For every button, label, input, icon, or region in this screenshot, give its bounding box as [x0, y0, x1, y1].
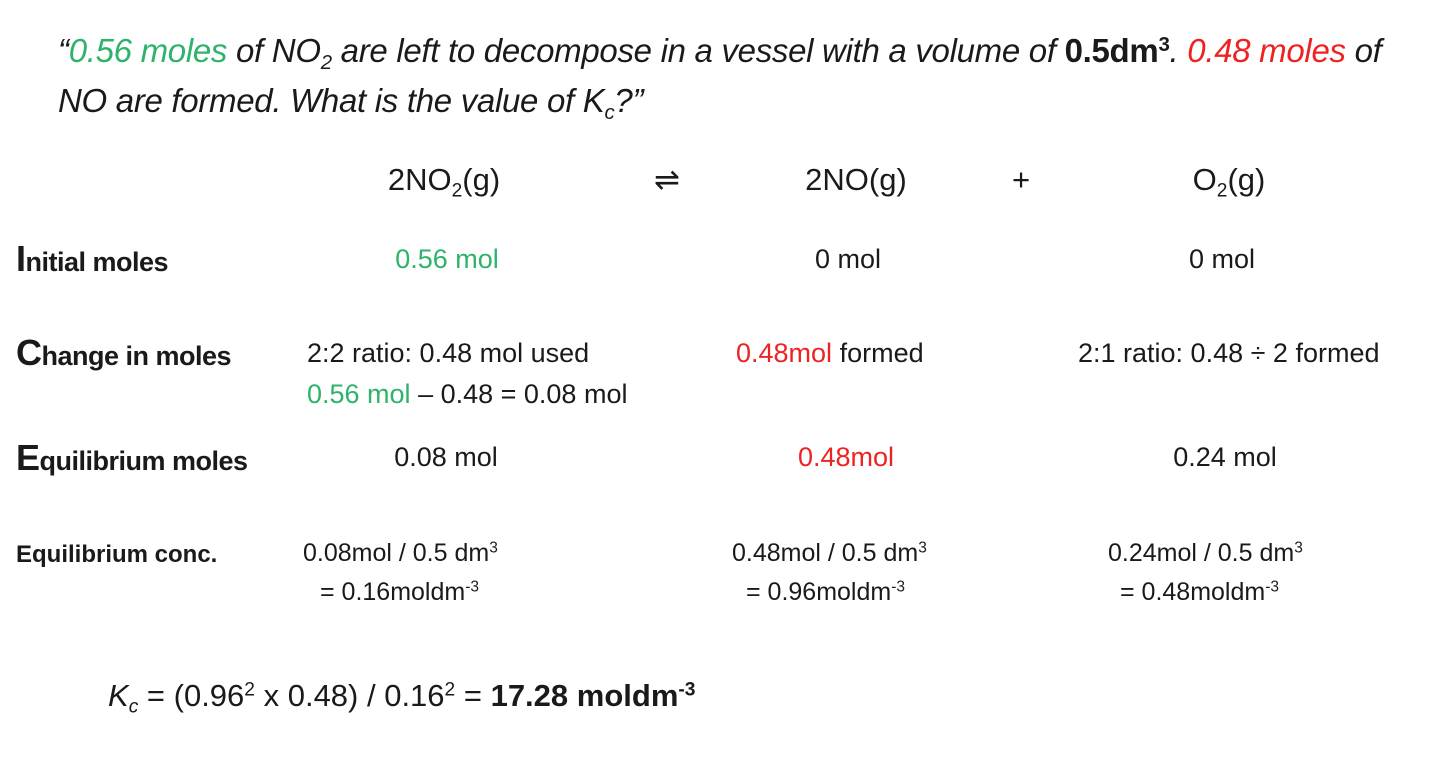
label-rest: hange in moles	[41, 341, 232, 371]
question-part3: of NO are formed. What is the value of K	[58, 32, 1382, 119]
kc-calculation: Kc = (0.962 x 0.48) / 0.162 = 17.28 mold…	[108, 678, 696, 717]
label-rest: quilibrium moles	[39, 446, 249, 476]
o2-state: (g)	[1227, 162, 1266, 197]
kc-expr-a: = (0.96	[138, 678, 245, 713]
label-rest: nitial moles	[25, 247, 169, 277]
initial-no: 0 mol	[814, 244, 882, 274]
equilibrium-no2: 0.08 mol	[394, 442, 498, 472]
question-period: .	[1169, 32, 1188, 69]
kc-symbol-sub: c	[128, 696, 139, 718]
change-o2: 2:1 ratio: 0.48 ÷ 2 formed	[1078, 338, 1380, 368]
product-o2: O2(g)	[1192, 162, 1266, 201]
conc-no-expr: 0.48mol / 0.5 dm	[732, 539, 919, 567]
conc-no-line1: 0.48mol / 0.5 dm3	[732, 539, 927, 568]
conc-no2-line1: 0.08mol / 0.5 dm3	[303, 539, 498, 568]
change-no2-line2: 0.56 mol – 0.48 = 0.08 mol	[307, 379, 627, 410]
reactant-state: (g)	[462, 162, 501, 197]
label-cap: I	[16, 238, 26, 279]
reactant-sub: 2	[451, 180, 463, 202]
sup-neg3: -3	[1265, 578, 1280, 596]
subscript-2: 2	[320, 51, 332, 75]
conc-o2-expr: 0.24mol / 0.5 dm	[1108, 539, 1295, 567]
question-text: “0.56 moles of NO2 are left to decompose…	[58, 26, 1418, 126]
change-no2-initial: 0.56 mol	[307, 379, 411, 409]
conc-no-result: = 0.96moldm	[746, 578, 892, 606]
reactant-no2: 2NO2(g)	[387, 162, 501, 201]
plus-sign: +	[1011, 162, 1031, 197]
sup-cubed: 3	[489, 539, 498, 557]
product-no: 2NO(g)	[805, 162, 907, 197]
conc-no2-result: = 0.16moldm	[320, 578, 466, 606]
row-label-change: Change in moles	[16, 332, 232, 374]
squared-sup: 2	[444, 679, 456, 701]
close-quote: ?”	[614, 82, 644, 119]
change-no-value: 0.48mol	[736, 338, 833, 368]
volume-text: 0.5dm	[1064, 32, 1159, 69]
kc-expr-b: x 0.48) / 0.16	[254, 678, 445, 713]
initial-o2: 0 mol	[1188, 244, 1256, 274]
row-label-initial: Initial moles	[16, 238, 169, 280]
moles-no2-highlight: 0.56 moles	[68, 32, 228, 69]
sup-cubed: 3	[918, 539, 927, 557]
question-part2: are left to decompose in a vessel with a…	[331, 32, 1065, 69]
change-no-text: formed	[832, 338, 924, 368]
sup-cubed: 3	[1294, 539, 1303, 557]
initial-no2: 0.56 mol	[395, 244, 499, 274]
change-no2-calc: – 0.48 = 0.08 mol	[410, 379, 628, 409]
kc-result-sup: -3	[678, 679, 696, 701]
conc-no2-line2: = 0.16moldm-3	[320, 578, 479, 607]
open-quote: “	[58, 32, 69, 69]
equilibrium-o2: 0.24 mol	[1173, 442, 1277, 472]
moles-no-highlight: 0.48 moles	[1187, 32, 1346, 69]
volume-sup: 3	[1158, 32, 1170, 56]
row-label-equilibrium: Equilibrium moles	[16, 437, 248, 479]
kc-subscript: c	[604, 101, 615, 125]
label-cap: E	[16, 437, 40, 478]
equilibrium-no: 0.48mol	[797, 442, 895, 472]
conc-o2-result: = 0.48moldm	[1120, 578, 1266, 606]
kc-result: 17.28 moldm-3	[491, 678, 696, 713]
label-cap: C	[16, 332, 42, 373]
row-label-concentration: Equilibrium conc.	[16, 541, 218, 568]
sup-neg3: -3	[891, 578, 906, 596]
conc-o2-line1: 0.24mol / 0.5 dm3	[1108, 539, 1303, 568]
o2-base: O	[1192, 162, 1217, 197]
conc-o2-line2: = 0.48moldm-3	[1120, 578, 1279, 607]
question-part1: of NO	[227, 32, 321, 69]
kc-symbol: K	[108, 678, 129, 713]
kc-result-value: 17.28 moldm	[490, 678, 679, 713]
squared-sup: 2	[244, 679, 255, 701]
volume-value: 0.5dm3	[1065, 32, 1170, 69]
change-no: 0.48mol formed	[736, 338, 924, 369]
conc-no2-expr: 0.08mol / 0.5 dm	[303, 539, 490, 567]
equilibrium-arrow-icon: ⇌	[654, 162, 680, 197]
sup-neg3: -3	[465, 578, 480, 596]
kc-equals: =	[455, 678, 491, 713]
reactant-formula: 2NO	[387, 162, 452, 197]
change-no2-line1: 2:2 ratio: 0.48 mol used	[307, 338, 590, 368]
conc-no-line2: = 0.96moldm-3	[746, 578, 905, 607]
o2-sub: 2	[1216, 180, 1228, 202]
